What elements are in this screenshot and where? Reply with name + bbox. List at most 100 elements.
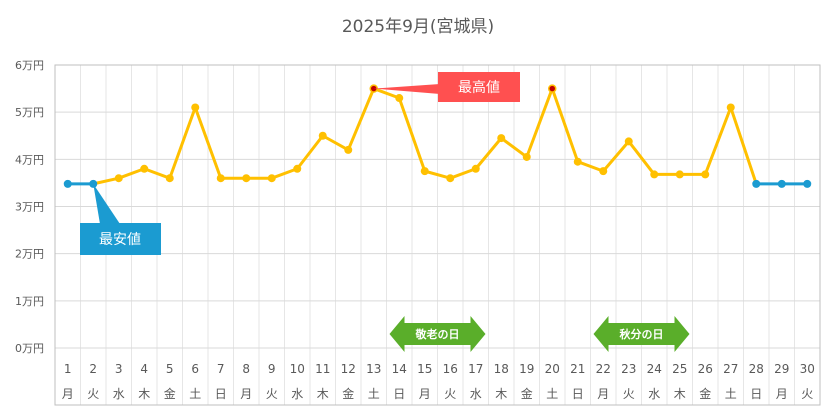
x-tick-weekday: 土	[546, 387, 558, 401]
x-tick-weekday: 金	[521, 386, 533, 401]
x-tick-weekday: 日	[215, 387, 227, 401]
x-tick-weekday: 木	[495, 387, 507, 401]
series-line-segment	[372, 87, 401, 100]
x-tick-day: 18	[494, 362, 509, 376]
x-tick-day: 5	[166, 362, 174, 376]
holiday-arrows: 敬老の日 秋分の日	[389, 316, 690, 352]
x-tick-weekday: 水	[291, 387, 303, 401]
x-tick-day: 20	[545, 362, 560, 376]
x-tick-weekday: 木	[138, 387, 150, 401]
x-tick-weekday: 日	[572, 387, 584, 401]
x-tick-day: 4	[140, 362, 148, 376]
x-tick-day: 16	[443, 362, 458, 376]
x-tick-weekday: 金	[164, 386, 176, 401]
data-point	[114, 174, 123, 183]
data-point-lowest	[777, 179, 786, 188]
x-tick-weekday: 日	[750, 387, 762, 401]
data-point	[242, 174, 251, 183]
y-tick-label: 5万円	[15, 106, 44, 119]
data-point-highest	[548, 84, 557, 93]
x-tick-day: 15	[417, 362, 432, 376]
callout-pointer-highest	[373, 84, 440, 94]
x-tick-day: 17	[468, 362, 483, 376]
x-tick-weekday: 金	[342, 386, 354, 401]
series-line-segment	[499, 136, 529, 159]
x-tick-day: 1	[64, 362, 72, 376]
x-tick-day: 29	[774, 362, 789, 376]
x-tick-day: 7	[217, 362, 225, 376]
series-line-segment	[729, 105, 758, 186]
data-point	[140, 164, 149, 173]
callout-box-highest	[438, 72, 520, 102]
data-point	[701, 170, 710, 179]
y-tick-label: 1万円	[15, 295, 44, 308]
x-axis-ticks: 1月2火3水4木5金6土7日8月9火10水11木12金13土14日15月16火1…	[62, 362, 815, 401]
x-tick-day: 26	[698, 362, 713, 376]
x-tick-weekday: 木	[674, 387, 686, 401]
series-line-segment	[270, 167, 299, 180]
x-tick-weekday: 金	[699, 386, 711, 401]
callout-box-lowest	[80, 223, 161, 255]
x-tick-weekday: 月	[419, 387, 431, 401]
series-line-segment	[321, 134, 350, 152]
x-tick-day: 14	[392, 362, 407, 376]
data-point	[446, 174, 455, 183]
series-line-segment	[91, 176, 121, 186]
x-tick-weekday: 水	[648, 387, 660, 401]
chart-title: 2025年9月(宮城県)	[342, 17, 494, 37]
x-tick-day: 10	[290, 362, 305, 376]
data-point-lowest	[752, 179, 761, 188]
series-lines	[66, 87, 809, 186]
x-tick-weekday: 月	[776, 387, 788, 401]
x-tick-weekday: 月	[240, 387, 252, 401]
x-tick-day: 19	[519, 362, 534, 376]
x-tick-weekday: 土	[725, 387, 737, 401]
grid-layer	[54, 64, 821, 406]
series-line-segment	[168, 105, 197, 180]
series-line-segment	[423, 169, 452, 180]
x-tick-weekday: 火	[87, 387, 99, 401]
x-tick-day: 6	[191, 362, 199, 376]
data-point	[165, 174, 174, 183]
x-tick-weekday: 火	[266, 387, 278, 401]
series-line-segment	[117, 167, 146, 180]
series-line-segment	[474, 136, 503, 171]
series-line-segment	[295, 134, 325, 171]
data-point	[522, 152, 531, 161]
x-tick-day: 30	[800, 362, 815, 376]
y-tick-label: 4万円	[15, 153, 44, 166]
series-line-segment	[627, 139, 656, 176]
x-tick-day: 24	[647, 362, 662, 376]
x-tick-day: 23	[621, 362, 636, 376]
x-tick-weekday: 水	[113, 387, 125, 401]
x-tick-day: 25	[672, 362, 687, 376]
data-point	[395, 94, 404, 103]
holiday-arrow	[593, 316, 690, 352]
y-tick-label: 2万円	[15, 248, 44, 261]
data-point	[471, 164, 480, 173]
x-tick-weekday: 木	[317, 387, 329, 401]
series-line-segment	[346, 87, 376, 152]
x-tick-weekday: 月	[62, 387, 74, 401]
x-tick-weekday: 火	[801, 387, 813, 401]
holiday-label: 敬老の日	[415, 327, 460, 341]
callout-label-highest: 最高値	[458, 79, 500, 96]
y-tick-label: 6万円	[15, 59, 44, 72]
data-point	[420, 167, 429, 176]
data-point	[267, 174, 276, 183]
x-tick-day: 8	[242, 362, 250, 376]
x-tick-weekday: 土	[189, 387, 201, 401]
callout-pointer-lowest	[93, 183, 120, 224]
x-tick-weekday: 火	[444, 387, 456, 401]
data-point	[497, 134, 506, 143]
data-point	[599, 167, 608, 176]
x-tick-weekday: 水	[470, 387, 482, 401]
data-point	[726, 103, 735, 112]
callout-label-lowest: 最安値	[99, 232, 141, 248]
holiday-arrow	[389, 316, 486, 352]
data-point	[344, 145, 353, 154]
series-line-segment	[550, 87, 580, 164]
x-tick-day: 3	[115, 362, 123, 376]
